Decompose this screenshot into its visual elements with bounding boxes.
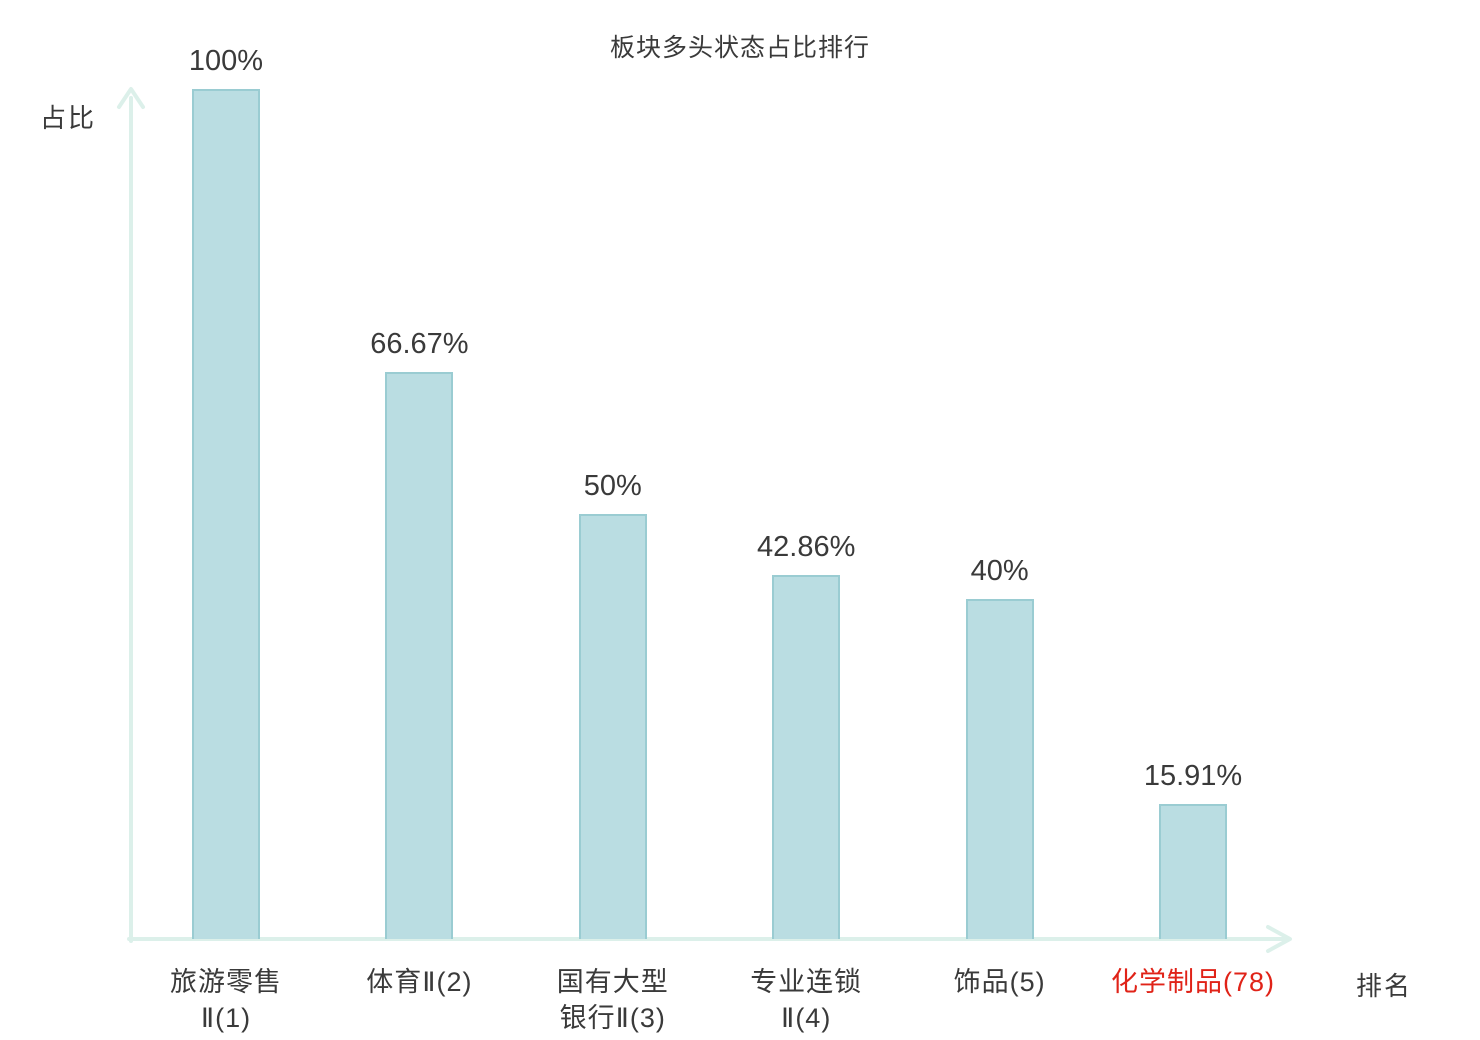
bar-value-label: 66.67%	[370, 328, 469, 361]
bar-value-label: 42.86%	[757, 530, 856, 563]
x-axis-arrow-icon	[1266, 925, 1292, 953]
bar-value-label: 15.91%	[1143, 759, 1243, 792]
y-axis-arrow-icon	[117, 87, 145, 109]
y-axis-label: 占比	[40, 103, 97, 133]
bar-category-label: 体育Ⅱ(2)	[366, 967, 473, 997]
x-axis-label: 排名	[1356, 971, 1413, 1001]
bar	[772, 574, 841, 939]
bar-value-label: 100%	[188, 45, 264, 77]
bar-category-label: 化学制品(78)	[1110, 967, 1275, 997]
bar-value-label: 40%	[970, 555, 1029, 587]
bar	[965, 599, 1034, 939]
bar-category-label: 专业连锁 Ⅱ(4)	[750, 967, 863, 1033]
bar	[578, 514, 647, 939]
bar	[385, 372, 454, 939]
bar-category-label: 国有大型 银行Ⅱ(3)	[556, 967, 669, 1033]
chart-title: 板块多头状态占比排行	[609, 34, 870, 62]
bar	[192, 89, 260, 939]
bar-category-label: 旅游零售 Ⅱ(1)	[170, 967, 282, 1033]
bar-value-label: 50%	[583, 470, 642, 502]
bar-category-label: 饰品(5)	[953, 967, 1046, 997]
bar	[1159, 803, 1227, 939]
